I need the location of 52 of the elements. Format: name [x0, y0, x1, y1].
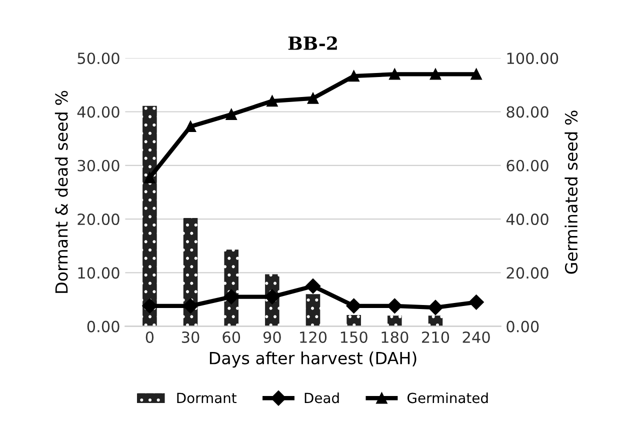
- point: [264, 289, 280, 304]
- point: [430, 68, 442, 80]
- legend-label: Dormant: [177, 392, 236, 404]
- point: [144, 172, 156, 184]
- y2-tick-label: 40.00: [506, 213, 548, 226]
- x-tick-label: 180: [382, 331, 408, 343]
- point: [142, 298, 158, 314]
- point: [224, 289, 239, 304]
- y2-tick-label: 0.00: [506, 320, 539, 332]
- point: [184, 120, 196, 132]
- x-tick-label: 120: [300, 331, 327, 343]
- point: [266, 95, 278, 107]
- y-tick-label: 50.00: [78, 52, 120, 64]
- y2-tick-label: 80.00: [506, 106, 548, 118]
- bar: [306, 294, 320, 326]
- point: [226, 108, 237, 120]
- x-tick-label: 210: [422, 331, 450, 343]
- y-tick-label: 20.00: [78, 213, 120, 226]
- point: [468, 294, 484, 310]
- point: [307, 92, 319, 104]
- point: [182, 298, 198, 314]
- y2-axis-title: Germinated seed %: [564, 110, 578, 274]
- y-axis-title: Dormant & dead seed %: [54, 90, 68, 293]
- bar: [183, 218, 198, 326]
- bar: [428, 316, 443, 326]
- x-tick-label: 150: [340, 331, 368, 343]
- legend-label: Dead: [304, 392, 339, 404]
- x-axis-title: Days after harvest (DAH): [210, 352, 416, 368]
- y2-tick-label: 20.00: [506, 267, 548, 279]
- point: [389, 68, 400, 80]
- x-tick-label: 60: [222, 331, 240, 343]
- chart-title: BB-2: [288, 36, 337, 50]
- point: [428, 300, 444, 316]
- y-tick-label: 10.00: [78, 267, 120, 279]
- y-tick-label: 0.00: [87, 320, 120, 332]
- point: [470, 68, 482, 80]
- x-tick-label: 90: [263, 331, 281, 343]
- x-tick-label: 0: [146, 331, 154, 343]
- x-tick-label: 240: [462, 331, 490, 343]
- y-tick-label: 40.00: [77, 106, 120, 118]
- point: [346, 298, 362, 314]
- point: [387, 298, 402, 314]
- bar: [142, 106, 157, 326]
- bar: [346, 315, 361, 326]
- y-tick-label: 30.00: [78, 160, 120, 172]
- x-tick-label: 30: [182, 331, 200, 343]
- point: [348, 70, 360, 82]
- point: [305, 278, 321, 294]
- bar: [388, 316, 402, 326]
- legend-label: Germinated: [408, 392, 488, 404]
- y2-tick-label: 60.00: [506, 160, 548, 172]
- y2-tick-label: 100.00: [507, 52, 558, 64]
